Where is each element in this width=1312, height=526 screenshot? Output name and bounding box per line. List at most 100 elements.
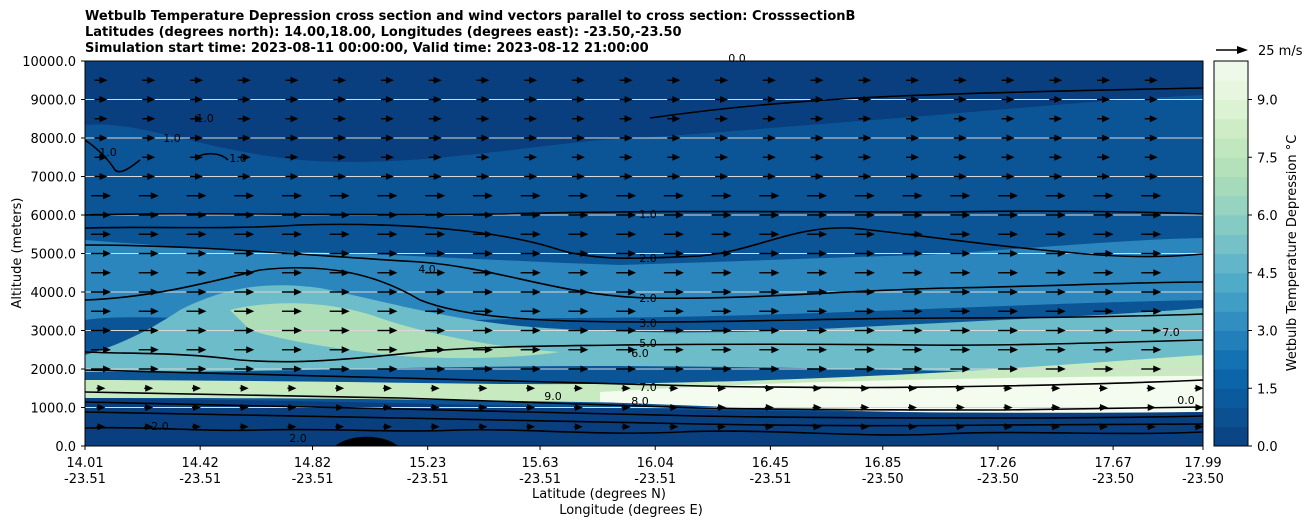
contour-line	[85, 401, 1203, 419]
wind-arrow-head	[580, 269, 589, 277]
wind-arrow-head	[341, 327, 350, 334]
wind-arrow-head	[1010, 192, 1019, 200]
wind-arrow-head	[771, 211, 780, 219]
wind-arrow-head	[532, 211, 541, 219]
x-tick-label-lon: -23.51	[407, 472, 449, 487]
wind-arrow-head	[1010, 327, 1019, 334]
wind-arrow-head	[150, 230, 159, 238]
wind-arrow-head	[484, 365, 493, 373]
wind-arrow-head	[338, 115, 347, 123]
wind-vectors	[91, 76, 1203, 431]
wind-arrow-head	[385, 76, 394, 84]
wind-arrow-head	[433, 134, 442, 142]
contour-label: 6.0	[631, 347, 649, 360]
quiver-key: 25 m/s	[1216, 44, 1303, 59]
wind-arrow-head	[1006, 76, 1015, 84]
wind-arrow-head	[1004, 404, 1013, 411]
wind-arrow-head	[1105, 365, 1114, 373]
colorbar-tick-label: 4.5	[1257, 267, 1278, 282]
wind-arrow-head	[914, 307, 923, 315]
wind-arrow-head	[242, 173, 251, 180]
wind-arrow-head	[150, 192, 159, 200]
wind-arrow-head	[580, 365, 589, 373]
wind-arrow-head	[1057, 250, 1066, 257]
wind-arrow-head	[433, 76, 442, 84]
wind-arrow-head	[718, 384, 727, 392]
wind-arrow-head	[956, 384, 965, 392]
wind-arrow-head	[1153, 250, 1162, 257]
wind-arrow-head	[385, 173, 394, 180]
contour-label: 7.0	[639, 381, 657, 394]
wind-arrow-head	[819, 250, 828, 257]
wind-arrow-head	[1057, 230, 1066, 238]
wind-arrow-head	[723, 192, 732, 200]
contour-label: 2.0	[151, 420, 169, 433]
wind-arrow-head	[246, 192, 255, 200]
x-tick-label-lon: -23.51	[292, 472, 334, 487]
y-axis-label: Altitude (meters)	[10, 198, 25, 309]
wind-arrow-head	[437, 307, 446, 315]
wind-arrow-head	[576, 96, 585, 103]
wind-arrow-head	[1153, 346, 1162, 354]
wind-arrow-head	[389, 211, 398, 219]
wind-arrow-head	[815, 96, 824, 103]
wind-arrow-head	[1010, 211, 1019, 219]
wind-arrow-head	[1102, 153, 1111, 161]
wind-arrow-head	[242, 76, 251, 84]
colorbar-band	[1214, 407, 1248, 428]
wind-arrow-head	[194, 76, 203, 84]
wind-arrow-head	[336, 404, 345, 411]
wind-arrow-head	[290, 134, 299, 142]
wind-arrow-head	[675, 250, 684, 257]
wind-arrow-head	[576, 134, 585, 142]
wind-arrow-head	[914, 288, 923, 296]
wind-arrow-head	[911, 115, 920, 123]
wind-arrow-head	[240, 423, 249, 431]
wind-arrow-head	[771, 288, 780, 296]
wind-arrow-head	[246, 211, 255, 219]
wind-arrow-head	[723, 346, 732, 354]
wind-arrow-head	[288, 423, 297, 431]
wind-arrow-head	[431, 423, 440, 431]
wind-arrow-head	[1100, 384, 1109, 392]
wind-arrow-head	[246, 307, 255, 315]
wind-arrow-head	[385, 96, 394, 103]
x-tick-label-lat: 16.45	[752, 456, 789, 471]
wind-arrow-head	[1149, 115, 1158, 123]
wind-arrow-head	[866, 346, 875, 354]
contour-line	[85, 266, 1203, 323]
wind-arrow-head	[1149, 76, 1158, 84]
wind-arrow-head	[192, 404, 201, 411]
colorbar-band	[1214, 195, 1248, 216]
wind-arrow-head	[103, 230, 111, 238]
wind-arrow-head	[819, 269, 828, 277]
wind-arrow-head	[765, 404, 774, 411]
wind-arrow-head	[246, 269, 255, 277]
wind-arrow-head	[385, 115, 394, 123]
wind-arrow-head	[914, 346, 923, 354]
y-tick-label: 10000.0	[22, 55, 76, 70]
quiver-key-label: 25 m/s	[1258, 44, 1303, 59]
wind-arrow-head	[1105, 192, 1114, 200]
wind-arrow-head	[479, 384, 488, 392]
wind-arrow-head	[911, 134, 920, 142]
wind-arrow-head	[145, 423, 154, 431]
wind-arrow-head	[580, 250, 589, 257]
wind-arrow-head	[771, 250, 780, 257]
wind-arrow-head	[909, 423, 918, 431]
wind-arrow-head	[437, 346, 446, 354]
wind-arrow-head	[1147, 423, 1156, 431]
colorbar-tick-label: 7.5	[1257, 151, 1278, 166]
wind-arrow-head	[198, 211, 207, 219]
wind-arrow-head	[628, 346, 637, 354]
wind-arrow-head	[97, 404, 106, 411]
wind-arrow-head	[914, 269, 923, 277]
wind-arrow-head	[576, 76, 585, 84]
wind-arrow-head	[914, 327, 923, 334]
wind-arrow-head	[341, 346, 350, 354]
wind-arrow-head	[1153, 230, 1162, 238]
wind-arrow-head	[914, 211, 923, 219]
wind-arrow-head	[914, 365, 923, 373]
wind-arrow-head	[1010, 230, 1019, 238]
wind-arrow-head	[1006, 115, 1015, 123]
